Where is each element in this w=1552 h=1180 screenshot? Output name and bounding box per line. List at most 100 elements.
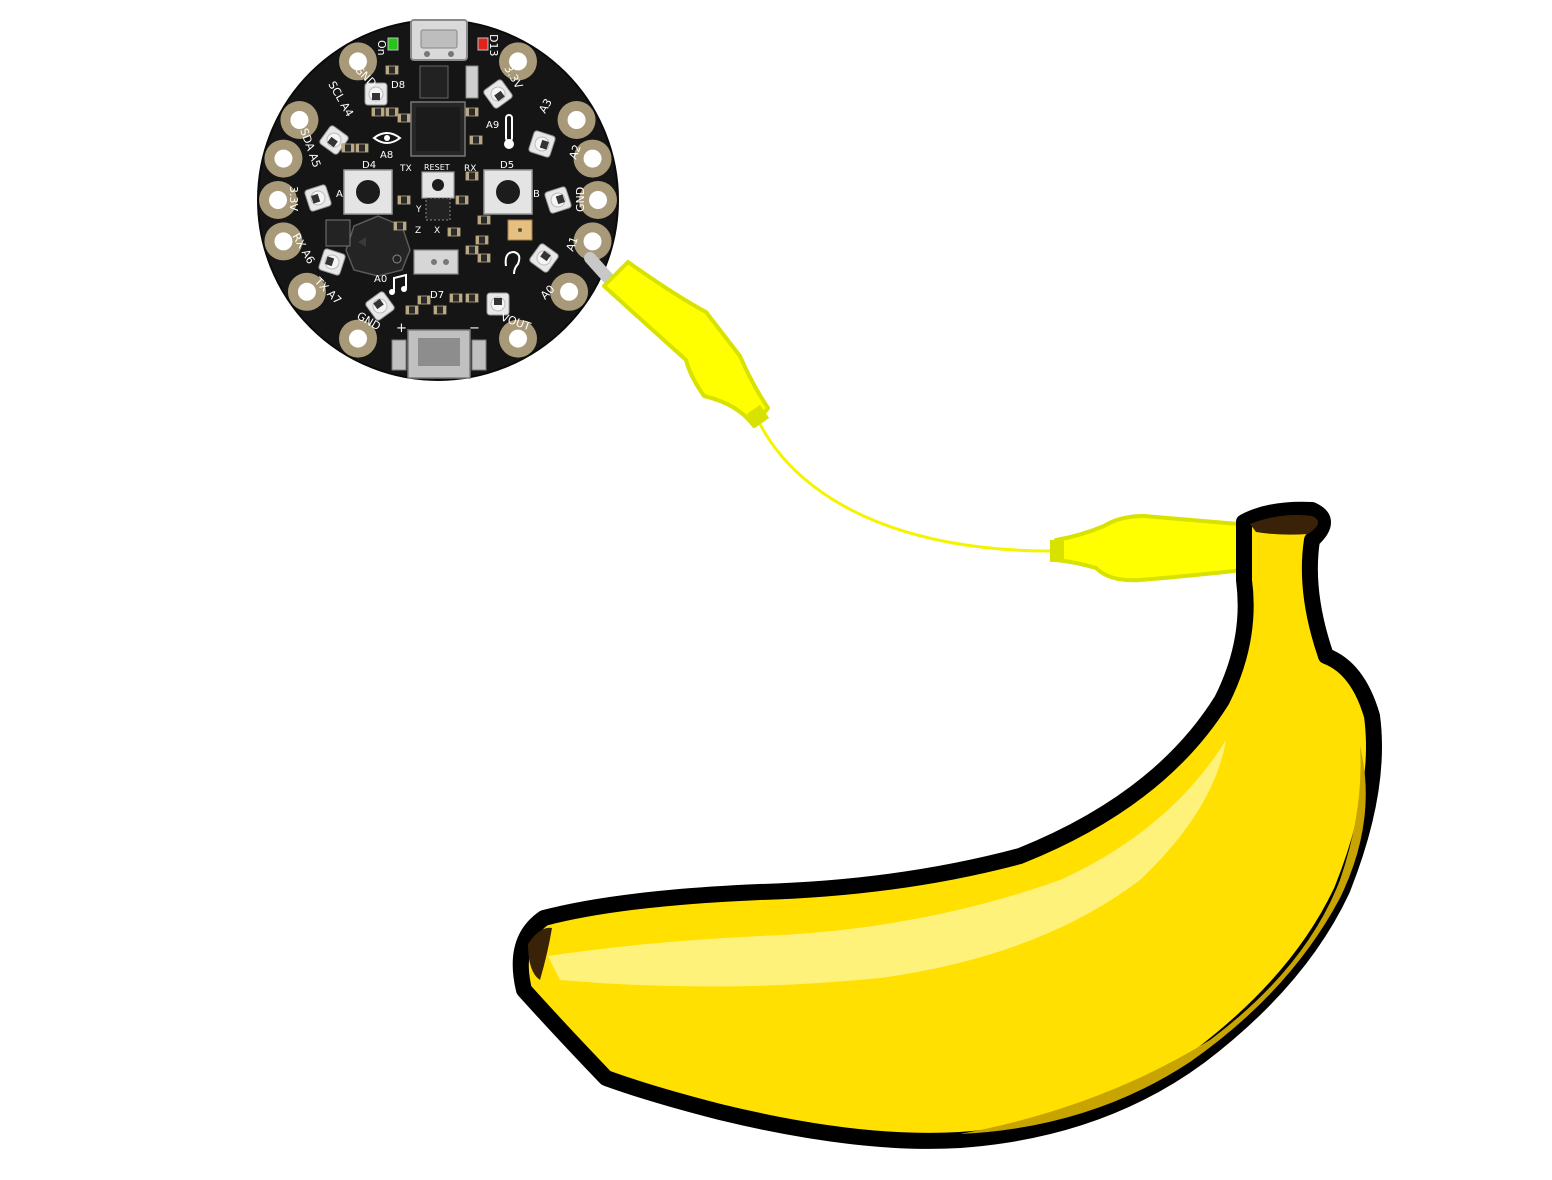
usb-connector [410,19,468,61]
smd-components [325,65,491,315]
eye-icon [372,132,402,144]
label-a3: A3 [536,96,555,115]
label-button-a: A [336,189,343,200]
pad-gnd-top [339,42,377,81]
banana [512,501,1382,1149]
label-a9: A9 [486,120,499,131]
smd-part-19 [449,293,463,303]
neopixel-4 [318,248,346,276]
smd-part-14 [477,253,491,263]
smd-part-7 [465,107,479,117]
pad-gnd-right [579,181,617,219]
neopixel-7 [529,243,559,273]
microcontroller-chip [410,101,466,157]
smd-part-3 [371,107,385,117]
neopixel-leds [304,79,572,321]
smd-part-18 [417,295,431,305]
clip-wire [758,423,1057,553]
neopixel-9 [528,130,556,158]
pad-a3 [557,101,596,139]
banana-stem-top [1250,515,1319,535]
neopixel-6 [486,292,510,316]
smd-part-12 [477,215,491,225]
neopixel-1 [364,82,388,106]
label-z: Z [415,226,421,236]
pad-gnd-bottom [339,319,377,358]
label-3v3-left: 3.3V [287,186,300,211]
banana-highlight [548,740,1226,987]
button-b[interactable] [483,169,533,215]
neopixel-10 [483,79,513,109]
pad-3v3-left [259,181,297,219]
battery-connector [391,329,487,379]
label-x: X [434,226,440,236]
label-a1: A1 [564,235,581,253]
smd-part-10 [397,195,411,205]
label-d8: D8 [391,80,405,91]
pad-3v3-top [499,42,537,81]
ear-icon [504,250,521,275]
smd-part-4 [397,113,411,123]
label-minus: − [469,321,480,336]
smd-part-15 [465,245,479,255]
smd-part-17 [447,227,461,237]
button-a[interactable] [343,169,393,215]
thermometer-icon [504,114,514,149]
pad-a0 [550,272,589,311]
label-gnd-right: GND [574,187,587,212]
smd-part-2 [385,107,399,117]
smd-part-5 [341,143,355,153]
smd-part-16 [393,221,407,231]
smd-part-11 [455,195,469,205]
music-note-icon [389,273,407,295]
label-d13: D13 [487,34,500,56]
pad-vout [499,319,537,358]
alligator-clip-lead [584,252,1301,583]
pad-scl-a4 [280,101,319,139]
neopixel-3 [304,184,332,212]
regulator [465,65,479,99]
edge-pads [259,42,617,358]
on-led [387,37,399,51]
board-clip [584,252,770,428]
smd-part-9 [465,171,479,181]
smd-part-20 [465,293,479,303]
accelerometer-chip [425,197,451,221]
pad-a2 [573,139,612,178]
label-plus: + [396,321,407,336]
flash-chip [419,65,449,99]
banana-body [512,501,1382,1149]
label-d5: D5 [500,160,514,171]
pad-sda-a5 [264,139,303,178]
pad-rx-a6 [264,222,303,261]
label-d7: D7 [430,290,444,301]
slide-switch[interactable] [413,249,459,275]
label-a0-speaker: A0 [374,274,387,285]
label-rx: RX [464,164,476,174]
pad-a1 [573,222,612,261]
pad-tx-a7 [287,272,326,311]
reset-button[interactable] [421,171,455,199]
smd-part-6 [355,143,369,153]
smd-part-13 [475,235,489,245]
label-y: Y [415,205,422,215]
label-d4: D4 [362,160,376,171]
d13-led [477,37,489,51]
label-reset: RESET [424,163,450,172]
banana-tip [528,927,552,980]
small-ic [325,219,351,247]
smd-part-1 [385,65,399,75]
neopixel-2 [319,125,349,155]
smd-part-21 [405,305,419,315]
neopixel-8 [544,186,572,214]
label-a8: A8 [380,150,393,161]
neopixel-5 [365,291,395,321]
smd-part-8 [469,135,483,145]
label-on: On [375,40,388,56]
speaker [345,215,411,277]
label-a2: A2 [567,143,584,161]
smd-part-22 [433,305,447,315]
label-tx: TX [399,164,412,174]
circuit-playground-board: On D13 GND 3.3V SCL A4 A3 SDA A5 A2 3.3V… [257,19,619,381]
